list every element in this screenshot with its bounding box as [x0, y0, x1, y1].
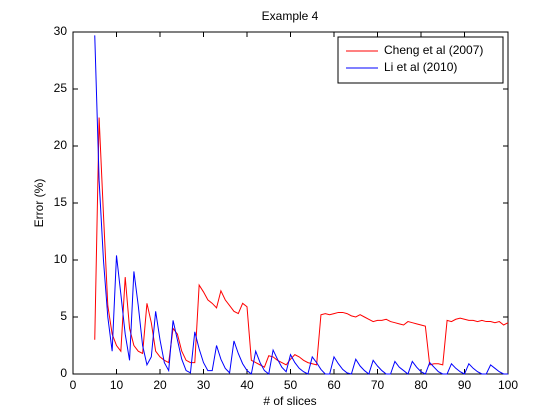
y-tick-label: 30 — [54, 24, 68, 38]
y-tick-label: 15 — [54, 195, 68, 209]
x-tick-label: 60 — [327, 378, 341, 392]
x-axis-label: # of slices — [263, 394, 316, 408]
x-tick-label: 70 — [371, 378, 385, 392]
series-line — [94, 35, 508, 375]
y-tick-label: 5 — [60, 309, 67, 323]
y-tick-label: 25 — [54, 81, 68, 95]
legend-box — [337, 36, 504, 84]
x-tick-label: 30 — [197, 378, 211, 392]
x-tick-label: 50 — [284, 378, 298, 392]
x-tick-label: 20 — [153, 378, 167, 392]
y-axis-label: Error (%) — [32, 179, 46, 228]
x-tick-label: 80 — [414, 378, 428, 392]
y-tick-label: 0 — [60, 366, 67, 380]
x-tick-label: 40 — [240, 378, 254, 392]
x-tick-label: 100 — [498, 378, 518, 392]
y-tick-label: 20 — [54, 138, 68, 152]
x-tick-label: 90 — [458, 378, 472, 392]
legend-label: Cheng et al (2007) — [384, 43, 483, 57]
x-tick-label: 0 — [70, 378, 77, 392]
x-tick-label: 10 — [110, 378, 124, 392]
y-tick-label: 10 — [54, 252, 68, 266]
chart-title: Example 4 — [262, 9, 319, 23]
legend-label: Li et al (2010) — [384, 60, 457, 74]
